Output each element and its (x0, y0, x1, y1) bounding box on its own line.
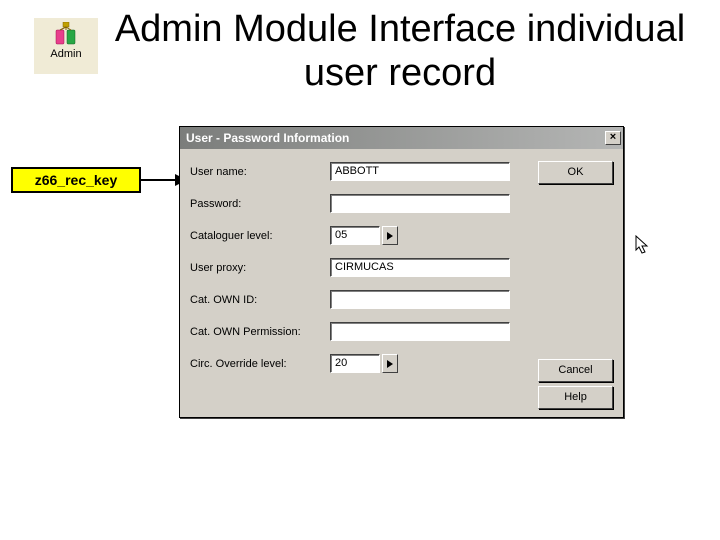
cat-own-permission-input[interactable] (330, 322, 510, 341)
ok-button[interactable]: OK (538, 161, 613, 184)
cataloguer-level-input[interactable]: 05 (330, 226, 380, 245)
label-circ-override-level: Circ. Override level: (190, 358, 330, 370)
cancel-button[interactable]: Cancel (538, 359, 613, 382)
label-user-name: User name: (190, 166, 330, 178)
label-cataloguer-level: Cataloguer level: (190, 230, 330, 242)
admin-module-icon[interactable]: Admin (34, 18, 98, 74)
dialog-title-text: User - Password Information (186, 131, 349, 145)
row-user-proxy: User proxy: CIRMUCAS (190, 257, 613, 278)
admin-icon (55, 22, 77, 46)
label-cat-own-permission: Cat. OWN Permission: (190, 326, 330, 338)
triangle-right-icon (387, 360, 393, 368)
circ-override-level-picker[interactable] (382, 354, 398, 373)
admin-icon-label: Admin (34, 48, 98, 60)
cataloguer-level-picker[interactable] (382, 226, 398, 245)
label-cat-own-id: Cat. OWN ID: (190, 294, 330, 306)
triangle-right-icon (387, 232, 393, 240)
slide-title: Admin Module Interface individual user r… (110, 8, 690, 95)
cat-own-id-input[interactable] (330, 290, 510, 309)
close-button[interactable]: × (605, 131, 621, 145)
user-password-dialog: User - Password Information × User name:… (179, 126, 624, 418)
row-cataloguer-level: Cataloguer level: 05 (190, 225, 613, 246)
password-input[interactable] (330, 194, 510, 213)
row-password: Password: (190, 193, 613, 214)
label-password: Password: (190, 198, 330, 210)
dialog-titlebar[interactable]: User - Password Information × (180, 127, 623, 149)
user-name-input[interactable]: ABBOTT (330, 162, 510, 181)
dialog-body: User name: ABBOTT Password: Cataloguer l… (180, 149, 623, 417)
callout-z66-rec-key: z66_rec_key (11, 167, 141, 193)
circ-override-level-input[interactable]: 20 (330, 354, 380, 373)
label-user-proxy: User proxy: (190, 262, 330, 274)
cursor-arrow-icon (635, 235, 653, 257)
row-cat-own-permission: Cat. OWN Permission: (190, 321, 613, 342)
user-proxy-input[interactable]: CIRMUCAS (330, 258, 510, 277)
help-button[interactable]: Help (538, 386, 613, 409)
row-cat-own-id: Cat. OWN ID: (190, 289, 613, 310)
